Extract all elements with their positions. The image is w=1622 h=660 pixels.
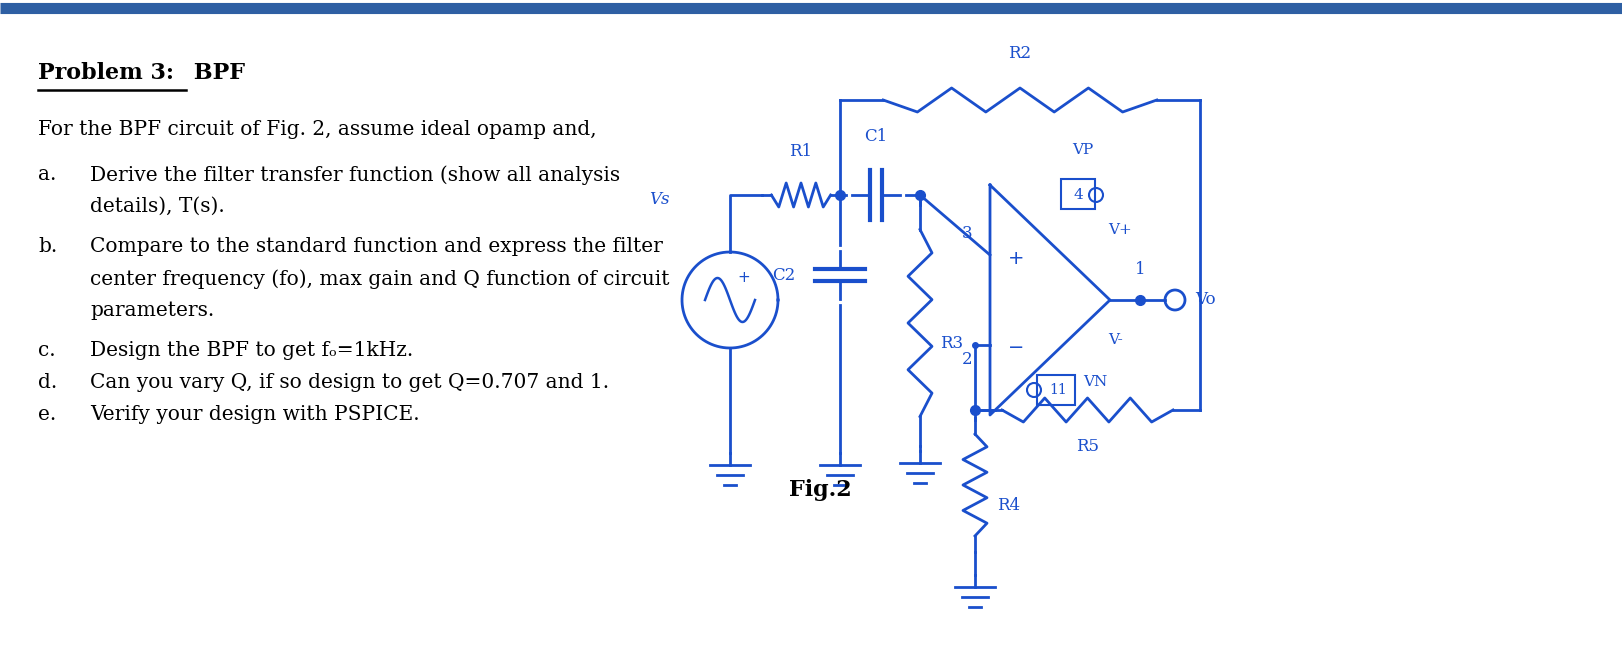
Text: Vo: Vo (1195, 292, 1215, 308)
Text: parameters.: parameters. (89, 301, 214, 320)
Text: Can you vary Q, if so design to get Q=0.707 and 1.: Can you vary Q, if so design to get Q=0.… (89, 373, 610, 392)
Text: Verify your design with PSPICE.: Verify your design with PSPICE. (89, 405, 420, 424)
Text: R4: R4 (998, 496, 1020, 513)
Text: Problem 3:: Problem 3: (37, 62, 174, 84)
Text: 4: 4 (1074, 188, 1083, 202)
Text: V+: V+ (1108, 223, 1132, 237)
Text: Vs: Vs (649, 191, 670, 209)
FancyBboxPatch shape (1036, 375, 1075, 405)
Text: 2: 2 (962, 352, 972, 368)
Text: For the BPF circuit of Fig. 2, assume ideal opamp and,: For the BPF circuit of Fig. 2, assume id… (37, 120, 597, 139)
Text: Compare to the standard function and express the filter: Compare to the standard function and exp… (89, 237, 663, 256)
Text: 1: 1 (1135, 261, 1145, 278)
Text: C2: C2 (772, 267, 795, 284)
Text: BPF: BPF (187, 62, 245, 84)
Text: Design the BPF to get fₒ=1kHz.: Design the BPF to get fₒ=1kHz. (89, 341, 414, 360)
Text: C1: C1 (865, 128, 887, 145)
Text: d.: d. (37, 373, 57, 392)
Text: details), T(s).: details), T(s). (89, 197, 225, 216)
Text: VP: VP (1072, 143, 1093, 157)
Text: R3: R3 (941, 335, 963, 352)
Text: R5: R5 (1075, 438, 1100, 455)
Text: Derive the filter transfer function (show all analysis: Derive the filter transfer function (sho… (89, 165, 620, 185)
Text: Fig.2: Fig.2 (788, 479, 852, 501)
Text: a.: a. (37, 165, 57, 184)
Text: e.: e. (37, 405, 57, 424)
Text: R2: R2 (1009, 45, 1032, 62)
Text: b.: b. (37, 237, 57, 256)
Text: VN: VN (1083, 375, 1108, 389)
FancyBboxPatch shape (1061, 179, 1095, 209)
Text: +: + (738, 271, 751, 286)
Text: 11: 11 (1049, 383, 1067, 397)
Text: 3: 3 (962, 224, 972, 242)
Text: −: − (1007, 337, 1025, 356)
Text: c.: c. (37, 341, 55, 360)
Text: V-: V- (1108, 333, 1122, 347)
Text: center frequency (fo), max gain and Q function of circuit: center frequency (fo), max gain and Q fu… (89, 269, 670, 288)
Text: R1: R1 (790, 143, 813, 160)
Text: +: + (1007, 249, 1025, 267)
